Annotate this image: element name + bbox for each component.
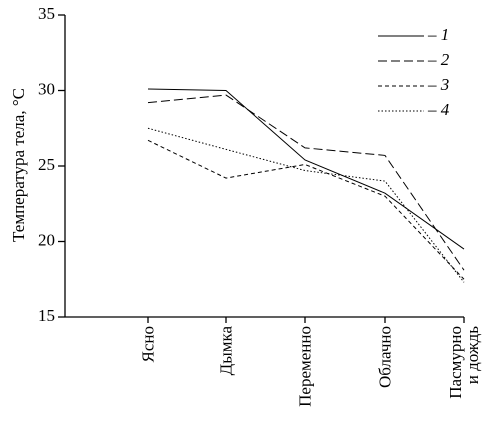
series-line bbox=[147, 127, 465, 283]
x-tick-label: Переменно bbox=[295, 326, 315, 407]
series-line bbox=[147, 94, 465, 271]
x-tick-label: Облачно bbox=[375, 326, 395, 388]
y-tick-label: 15 bbox=[38, 306, 55, 325]
y-tick-label: 20 bbox=[38, 230, 55, 249]
y-tick-label: 30 bbox=[38, 79, 55, 98]
legend-label: – 3 bbox=[427, 75, 449, 94]
x-tick-label: Ясно bbox=[138, 326, 158, 363]
y-tick-label: 25 bbox=[38, 155, 55, 174]
y-axis-label: Температура тела, °C bbox=[9, 88, 28, 242]
legend-label: – 4 bbox=[427, 100, 450, 119]
series-line bbox=[147, 88, 465, 250]
x-tick-label: Пасмурно и дождь bbox=[446, 326, 482, 399]
legend-label: – 1 bbox=[427, 25, 449, 44]
x-tick-label: Дымка bbox=[216, 326, 236, 376]
legend-label: – 2 bbox=[427, 50, 450, 69]
y-tick-label: 35 bbox=[38, 4, 55, 23]
series-line bbox=[147, 139, 465, 280]
